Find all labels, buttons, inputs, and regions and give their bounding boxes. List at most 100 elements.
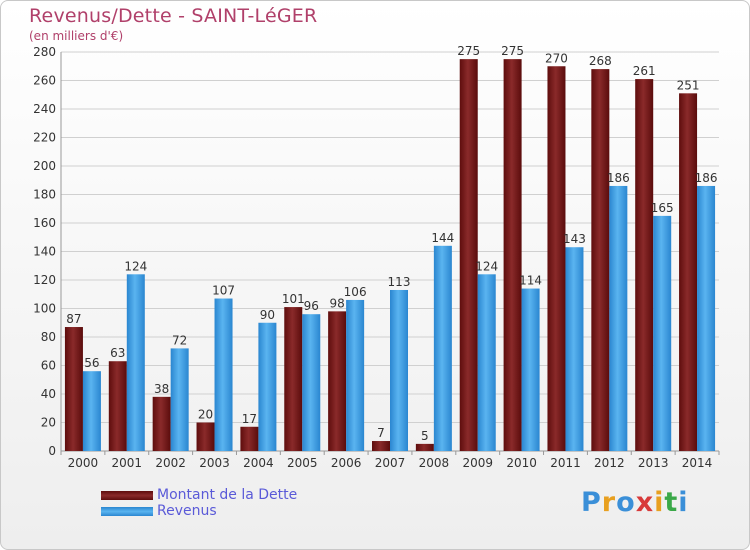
x-tick-label: 2013 <box>638 456 669 470</box>
debt-bar <box>591 69 610 451</box>
chart-subtitle: (en milliers d'€) <box>29 29 124 43</box>
debt-value-label: 5 <box>421 429 429 443</box>
debt-value-label: 275 <box>501 44 524 58</box>
revenue-bar <box>170 348 189 451</box>
x-tick-label: 2002 <box>155 456 186 470</box>
y-tick-label: 200 <box>33 159 56 173</box>
y-tick-label: 80 <box>41 330 56 344</box>
debt-bar <box>415 443 434 451</box>
debt-bar <box>459 59 478 451</box>
revenue-value-label: 144 <box>431 231 454 245</box>
debt-value-label: 17 <box>242 412 257 426</box>
revenue-value-label: 165 <box>651 201 674 215</box>
y-tick-label: 40 <box>41 387 56 401</box>
debt-value-label: 87 <box>66 312 81 326</box>
x-tick-label: 2005 <box>287 456 318 470</box>
debt-bar <box>108 361 127 451</box>
logo-letter: r <box>601 487 617 518</box>
revenue-value-label: 96 <box>304 299 319 313</box>
logo-letter: t <box>664 487 679 518</box>
revenue-bar <box>302 314 321 451</box>
debt-value-label: 63 <box>110 346 125 360</box>
debt-value-label: 261 <box>633 64 656 78</box>
debt-value-label: 268 <box>589 54 612 68</box>
logo-letter: i <box>654 487 665 518</box>
x-tick-label: 2006 <box>331 456 362 470</box>
debt-bar <box>152 396 171 451</box>
revenue-bar <box>433 245 452 451</box>
x-tick-label: 2014 <box>682 456 713 470</box>
y-tick-label: 20 <box>41 416 56 430</box>
chart-legend: Montant de la Dette Revenus <box>101 487 297 519</box>
revenue-value-label: 186 <box>607 171 630 185</box>
revenue-bar <box>346 299 365 451</box>
revenue-value-label: 114 <box>519 274 542 288</box>
y-tick-label: 280 <box>33 45 56 59</box>
x-tick-label: 2010 <box>506 456 537 470</box>
revenue-value-label: 143 <box>563 232 586 246</box>
revenue-value-label: 124 <box>124 259 147 273</box>
revenue-value-label: 90 <box>260 308 275 322</box>
revenue-bar <box>477 274 496 451</box>
legend-item-revenue: Revenus <box>101 503 297 519</box>
debt-value-label: 98 <box>329 296 344 310</box>
x-tick-label: 2004 <box>243 456 274 470</box>
x-tick-label: 2000 <box>68 456 99 470</box>
legend-label-revenue: Revenus <box>157 503 217 519</box>
revenue-value-label: 107 <box>212 284 235 298</box>
x-tick-label: 2008 <box>419 456 450 470</box>
logo-letter: o <box>616 487 636 518</box>
debt-bar <box>547 66 566 451</box>
legend-label-debt: Montant de la Dette <box>157 487 298 503</box>
debt-bar <box>503 59 522 451</box>
revenue-value-label: 113 <box>388 275 411 289</box>
debt-bar <box>372 441 390 451</box>
revenue-value-label: 124 <box>475 259 498 273</box>
x-tick-label: 2011 <box>550 456 581 470</box>
y-tick-label: 220 <box>33 131 56 145</box>
y-tick-label: 60 <box>41 359 56 373</box>
revenue-bar <box>697 185 716 451</box>
debt-value-label: 101 <box>282 292 305 306</box>
debt-value-label: 7 <box>377 426 385 440</box>
x-tick-label: 2001 <box>112 456 143 470</box>
y-tick-label: 120 <box>33 273 56 287</box>
x-tick-label: 2007 <box>375 456 406 470</box>
revenue-bar <box>82 371 101 451</box>
debt-bar <box>635 79 654 451</box>
debt-bar <box>240 426 259 451</box>
debt-value-label: 38 <box>154 382 169 396</box>
y-tick-label: 180 <box>33 188 56 202</box>
y-tick-label: 140 <box>33 245 56 259</box>
revenue-bar <box>653 215 672 451</box>
logo-letter: P <box>581 487 602 518</box>
chart-title: Revenus/Dette - SAINT-LéGER <box>29 5 318 27</box>
y-tick-label: 240 <box>33 102 56 116</box>
legend-swatch-debt <box>101 490 153 500</box>
y-tick-label: 260 <box>33 74 56 88</box>
y-tick-label: 100 <box>33 302 56 316</box>
debt-value-label: 270 <box>545 51 568 65</box>
revenue-bar <box>126 274 145 451</box>
proxiti-logo: Proxiti <box>581 487 689 518</box>
revenue-bar <box>258 322 277 451</box>
y-tick-label: 0 <box>48 444 56 458</box>
debt-bar <box>64 327 83 451</box>
revenue-bar <box>521 288 540 451</box>
revenue-value-label: 56 <box>84 356 99 370</box>
debt-value-label: 251 <box>677 78 700 92</box>
revenue-bar <box>565 247 584 451</box>
y-tick-label: 160 <box>33 216 56 230</box>
debt-bar <box>328 311 347 451</box>
debt-value-label: 20 <box>198 408 213 422</box>
revenue-bar <box>390 289 408 451</box>
logo-letter: i <box>678 487 689 518</box>
revenue-bar <box>609 185 628 451</box>
legend-item-debt: Montant de la Dette <box>101 487 297 503</box>
x-tick-label: 2003 <box>199 456 230 470</box>
legend-swatch-revenue <box>101 506 153 516</box>
debt-bar <box>196 422 215 451</box>
x-tick-label: 2009 <box>462 456 493 470</box>
